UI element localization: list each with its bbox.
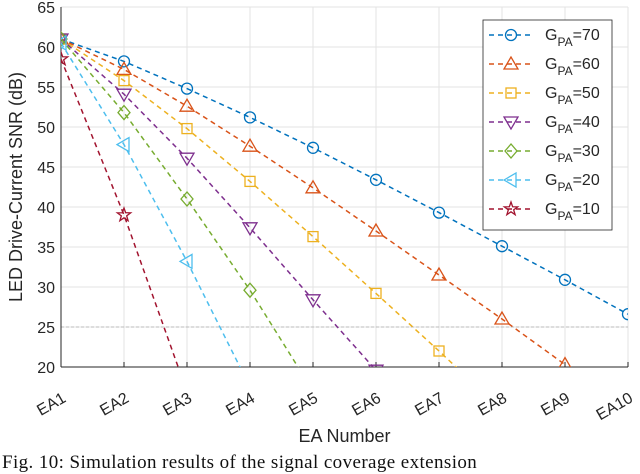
triangle-up-marker xyxy=(502,55,520,70)
legend-label: GPA=70 xyxy=(545,27,600,49)
triangle-up-marker xyxy=(430,266,448,281)
diamond-marker xyxy=(117,104,131,121)
triangle-down-marker xyxy=(367,364,385,367)
series-gpa-30 xyxy=(61,31,299,367)
square-marker xyxy=(433,345,445,357)
square-marker xyxy=(118,74,130,87)
x-tick-label: EA5 xyxy=(286,390,321,420)
x-tick-label: EA8 xyxy=(475,390,510,420)
legend-label: GPA=40 xyxy=(545,114,600,136)
y-tick-label: 55 xyxy=(37,80,55,97)
circle-marker xyxy=(117,55,131,68)
circle-marker xyxy=(243,111,257,124)
figure-caption: Fig. 10: Simulation results of the signa… xyxy=(2,452,478,473)
legend-box xyxy=(482,19,613,231)
series-gpa-60 xyxy=(61,30,572,367)
star-marker xyxy=(502,200,520,217)
square-marker xyxy=(505,87,517,99)
triangle-up-marker xyxy=(115,61,133,76)
x-axis-label: EA Number xyxy=(298,426,390,446)
x-tick-label: EA10 xyxy=(594,390,636,424)
circle-marker xyxy=(180,82,194,95)
series-line xyxy=(61,58,179,367)
x-tick-label: EA6 xyxy=(349,390,384,420)
y-axis-label: LED Drive-Current SNR (dB) xyxy=(6,72,26,302)
y-tick-label: 40 xyxy=(37,200,55,217)
x-tick-label: EA7 xyxy=(412,390,447,420)
x-tick-label: EA3 xyxy=(160,390,195,420)
triangle-left-marker xyxy=(115,136,130,153)
x-tick-label: EA1 xyxy=(34,390,69,420)
triangle-down-marker xyxy=(178,152,196,167)
legend-label: GPA=60 xyxy=(545,56,600,78)
square-marker xyxy=(181,122,193,135)
triangle-down-marker xyxy=(241,222,259,237)
x-tick-label: EA9 xyxy=(538,390,573,420)
triangle-up-marker xyxy=(304,179,322,194)
x-tick-label: EA4 xyxy=(223,390,258,420)
y-tick-label: 35 xyxy=(37,240,55,257)
diamond-marker xyxy=(243,282,257,299)
triangle-up-marker xyxy=(493,310,511,325)
diamond-marker xyxy=(180,191,194,207)
triangle-down-marker xyxy=(502,116,520,131)
square-marker xyxy=(244,175,256,188)
series-gpa-10 xyxy=(61,50,179,367)
triangle-up-marker xyxy=(558,356,572,367)
circle-marker xyxy=(432,206,446,219)
y-tick-label: 65 xyxy=(37,0,55,17)
diamond-marker xyxy=(504,143,518,159)
circle-marker xyxy=(369,173,383,186)
y-tick-label: 25 xyxy=(37,320,55,337)
square-marker xyxy=(370,287,382,300)
y-tick-label: 45 xyxy=(37,160,55,177)
triangle-down-marker xyxy=(304,294,322,309)
legend-label: GPA=30 xyxy=(545,143,600,165)
series-line xyxy=(61,42,241,367)
y-tick-label: 20 xyxy=(37,360,55,377)
circle-marker xyxy=(495,240,509,253)
series-line xyxy=(61,38,566,366)
triangle-left-marker xyxy=(61,34,67,52)
triangle-left-marker xyxy=(502,171,517,189)
circle-marker xyxy=(504,28,518,42)
triangle-down-marker xyxy=(61,33,70,48)
legend: GPA=70 GPA=60 GPA=50 GPA=40 GPA=30 GPA=20 GPA=… xyxy=(482,19,613,231)
square-marker xyxy=(307,230,319,243)
legend-label: GPA=20 xyxy=(545,172,600,194)
legend-label: GPA=50 xyxy=(545,85,600,107)
legend-label: GPA=10 xyxy=(545,201,600,223)
star-marker xyxy=(61,50,70,67)
circle-marker xyxy=(621,308,628,321)
series-gpa-20 xyxy=(61,34,241,367)
series-gpa-50 xyxy=(61,33,458,367)
triangle-up-marker xyxy=(178,97,196,112)
y-tick-label: 30 xyxy=(37,280,55,297)
triangle-left-marker xyxy=(178,253,193,270)
series-line xyxy=(61,38,299,367)
circle-marker xyxy=(558,273,572,286)
series-gpa-40 xyxy=(61,33,385,367)
star-marker xyxy=(115,206,133,223)
triangle-up-marker xyxy=(61,30,70,45)
plot-area xyxy=(61,30,628,367)
series-line xyxy=(61,38,628,315)
y-tick-label: 60 xyxy=(37,40,55,57)
series-line xyxy=(61,38,375,367)
triangle-down-marker xyxy=(115,88,133,103)
y-tick-label: 50 xyxy=(37,120,55,137)
triangle-up-marker xyxy=(367,222,385,237)
x-tick-label: EA2 xyxy=(97,390,132,420)
triangle-up-marker xyxy=(241,137,259,152)
circle-marker xyxy=(306,141,320,154)
